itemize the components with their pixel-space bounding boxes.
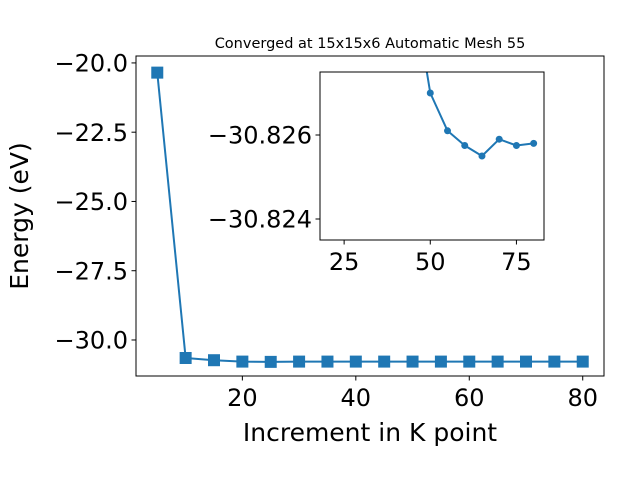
data-point-marker <box>495 135 503 143</box>
data-point-marker <box>444 127 452 135</box>
y-tick-label: −30.826 <box>208 122 312 150</box>
data-point-marker <box>264 355 277 368</box>
inset-plot-frame <box>319 71 545 241</box>
data-point-marker <box>461 142 469 149</box>
data-point-marker <box>478 152 486 160</box>
data-point-marker <box>426 89 434 97</box>
y-axis-label: Energy (eV) <box>5 142 34 289</box>
data-point-marker <box>406 355 419 368</box>
x-tick-label: 80 <box>567 384 598 412</box>
data-point-marker <box>293 355 306 368</box>
data-point-marker <box>208 354 220 367</box>
data-point-marker <box>236 355 249 368</box>
main-series <box>151 66 589 368</box>
x-tick-label: 75 <box>501 248 532 276</box>
y-tick-label: −30.0 <box>54 327 128 355</box>
x-tick-label: 40 <box>341 384 372 412</box>
main-y-axis: −20.0 −22.5 −25.0 −27.5 −30.0 <box>54 50 136 355</box>
series-line <box>156 72 583 363</box>
x-tick-label: 60 <box>454 384 485 412</box>
main-plot-frame <box>135 55 605 377</box>
x-tick-label: 50 <box>415 248 446 276</box>
y-tick-label: −22.5 <box>54 119 128 147</box>
x-axis-label: Increment in K point <box>243 418 497 447</box>
y-tick-label: −27.5 <box>54 257 128 285</box>
inset-background <box>320 72 544 240</box>
data-point-marker <box>151 66 164 79</box>
y-tick-label: −25.0 <box>54 188 128 216</box>
inset-series <box>425 72 538 160</box>
chart-title: Converged at 15x15x6 Automatic Mesh 55 <box>215 36 526 52</box>
data-point-marker <box>463 355 476 368</box>
data-point-marker <box>349 355 362 368</box>
y-tick-label: −30.824 <box>208 206 312 234</box>
data-point-marker <box>520 355 532 368</box>
data-point-marker <box>548 355 561 368</box>
data-point-marker <box>512 142 520 149</box>
inset-x-axis: 25 50 75 <box>329 240 532 276</box>
data-point-marker <box>179 351 192 364</box>
y-tick-label: −20.0 <box>54 50 128 78</box>
data-point-marker <box>378 355 391 368</box>
data-point-marker <box>434 355 447 368</box>
data-point-marker <box>530 139 538 147</box>
data-point-marker <box>491 355 504 368</box>
main-x-axis: 20 40 60 80 <box>227 376 598 412</box>
data-point-marker <box>321 355 334 368</box>
data-point-marker <box>576 355 589 368</box>
x-tick-label: 20 <box>227 384 258 412</box>
x-tick-label: 25 <box>329 248 360 276</box>
inset-y-axis: −30.826 −30.824 <box>208 122 320 234</box>
